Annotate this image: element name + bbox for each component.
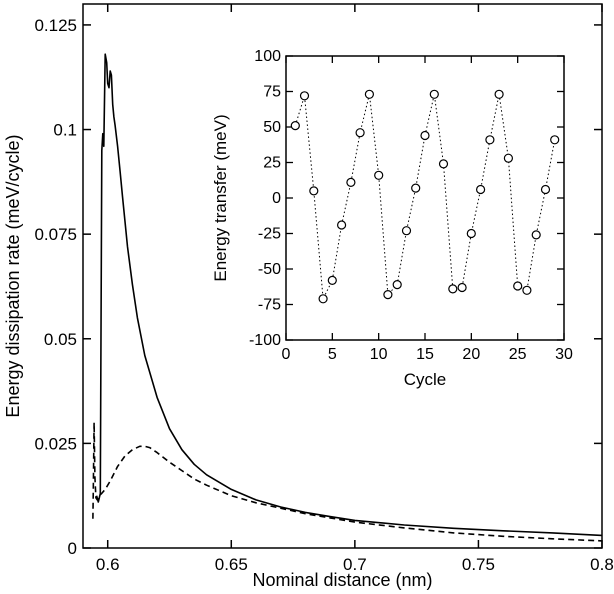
inset-data-point	[364, 89, 374, 99]
inset-data-point	[438, 159, 449, 169]
main-x-tick-label: 0.6	[96, 555, 120, 574]
inset-chart: 0 5 10 15 20 25 30 -100 -75 -50 -25 0 25 50 75 100 Cycl…	[211, 48, 573, 389]
inset-y-tick-label: 25	[263, 155, 281, 172]
inset-data-point	[485, 135, 495, 145]
inset-ticks: 0 5 10 15 20 25 30 -100 -75 -50 -25 0 25 50 75 100	[249, 48, 573, 363]
inset-x-tick-label: 20	[462, 346, 480, 363]
inset-data-point	[540, 184, 551, 195]
inset-data-point	[392, 280, 402, 290]
main-x-tick-label: 0.7	[343, 555, 367, 574]
inset-data-point	[346, 177, 356, 187]
inset-y-tick-label: 0	[272, 190, 281, 207]
inset-data-point	[355, 128, 365, 138]
inset-y-tick-label: 100	[254, 48, 281, 65]
main-y-tick-label: 0	[68, 539, 77, 558]
inset-data-point	[309, 186, 319, 196]
inset-data-point	[448, 284, 458, 294]
inset-y-tick-label: 75	[263, 84, 281, 101]
main-series	[92, 53, 603, 542]
inset-connector-line	[294, 94, 556, 301]
inset-y-tick-label: 50	[263, 119, 281, 136]
inset-data-point	[503, 153, 513, 163]
inset-y-axis-label: Energy transfer (meV)	[211, 114, 230, 281]
inset-data-point	[383, 290, 393, 300]
inset-y-tick-label: -50	[258, 261, 281, 278]
main-ticks: 0.6 0.65 0.7 0.75 0.8 0 0.025 0.05 0.075 0.1 0.125	[34, 4, 614, 574]
inset-data-point	[466, 228, 476, 239]
main-plot-frame	[82, 3, 603, 549]
inset-data-point	[327, 275, 337, 285]
inset-y-tick-label: -75	[258, 297, 281, 314]
main-y-axis-label: Energy dissipation rate (meV/cycle)	[3, 134, 23, 417]
inset-data-point	[550, 135, 560, 145]
inset-data-point	[374, 170, 384, 180]
inset-y-tick-label: -25	[258, 226, 281, 243]
inset-data-point	[401, 226, 412, 236]
inset-data-point	[522, 285, 532, 295]
inset-data-point	[290, 120, 300, 131]
inset-x-axis-label: Cycle	[404, 370, 447, 389]
inset-data-point	[494, 89, 504, 99]
inset-data-point	[420, 130, 430, 141]
inset-plot-frame	[285, 55, 565, 341]
inset-data-point	[337, 220, 347, 230]
main-series-dashed-line	[92, 421, 603, 542]
inset-data-point	[476, 184, 486, 195]
inset-y-tick-label: -100	[249, 332, 281, 349]
inset-x-tick-label: 15	[416, 346, 434, 363]
main-series-solid-line	[95, 53, 603, 537]
main-y-tick-label: 0.1	[53, 121, 77, 140]
main-x-tick-label: 0.65	[215, 555, 248, 574]
main-chart: 0.6 0.65 0.7 0.75 0.8 0 0.025 0.05 0.075 0.1 0.125…	[3, 3, 614, 590]
main-y-tick-label: 0.025	[34, 434, 77, 453]
main-y-tick-label: 0.125	[34, 16, 77, 35]
main-y-tick-label: 0.05	[44, 330, 77, 349]
inset-data-point	[429, 89, 439, 99]
inset-data-point	[513, 281, 523, 291]
inset-x-tick-label: 25	[509, 346, 527, 363]
inset-x-tick-label: 0	[282, 346, 291, 363]
main-x-tick-label: 0.8	[590, 555, 614, 574]
main-x-axis-label: Nominal distance (nm)	[252, 570, 432, 590]
inset-data-point	[318, 294, 328, 304]
inset-x-tick-label: 10	[370, 346, 388, 363]
inset-x-tick-label: 5	[328, 346, 337, 363]
inset-data-point	[299, 91, 310, 101]
main-x-tick-label: 0.75	[462, 555, 495, 574]
inset-x-tick-label: 30	[555, 346, 573, 363]
inset-data-point	[457, 282, 467, 293]
inset-data-point	[411, 183, 421, 193]
main-y-tick-label: 0.075	[34, 225, 77, 244]
inset-data-point	[531, 230, 541, 240]
inset-series	[290, 89, 560, 304]
